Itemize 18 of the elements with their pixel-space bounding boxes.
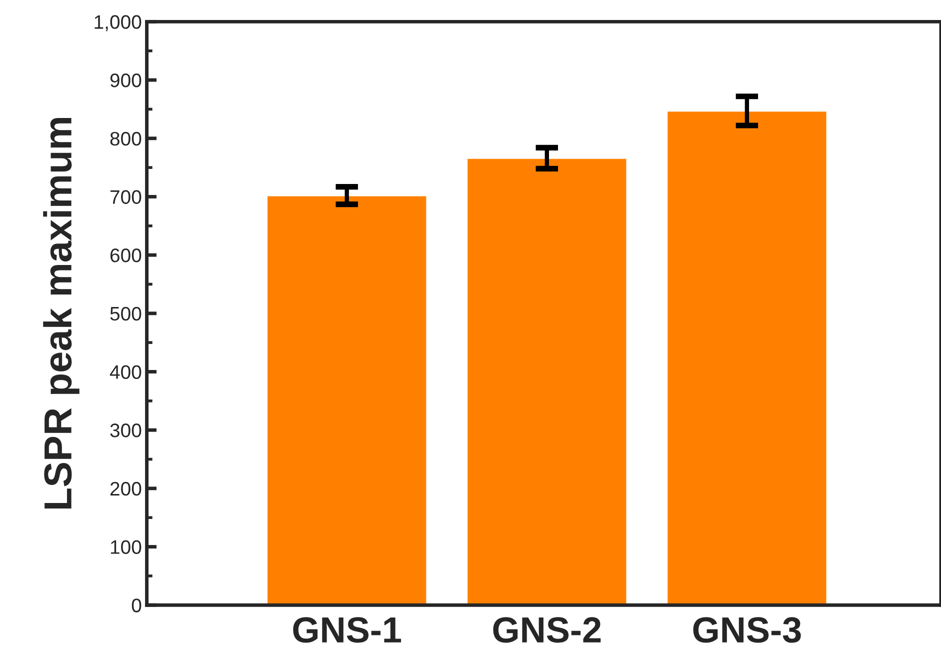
y-tick-label: 200 <box>110 482 142 496</box>
y-tick-label: 1,000 <box>94 15 142 32</box>
bar <box>466 158 628 606</box>
y-tick-label: 100 <box>110 540 142 554</box>
y-tick-label: 700 <box>110 190 142 204</box>
y-tick-label: 0 <box>132 598 142 612</box>
y-tick-label: 300 <box>110 424 142 438</box>
y-tick-label: 800 <box>110 132 142 146</box>
y-axis-title: LSPR peak maximum <box>43 118 80 509</box>
x-tick-label: GNS-3 <box>693 617 801 643</box>
x-tick-label: GNS-1 <box>293 617 402 643</box>
bar <box>266 194 428 606</box>
y-tick-label: 500 <box>110 306 142 321</box>
y-tick-label: 900 <box>110 73 142 88</box>
bar <box>666 110 828 606</box>
x-tick-label: GNS-2 <box>493 617 601 643</box>
y-tick-label: 400 <box>110 365 142 379</box>
y-tick-label: 600 <box>110 248 142 262</box>
